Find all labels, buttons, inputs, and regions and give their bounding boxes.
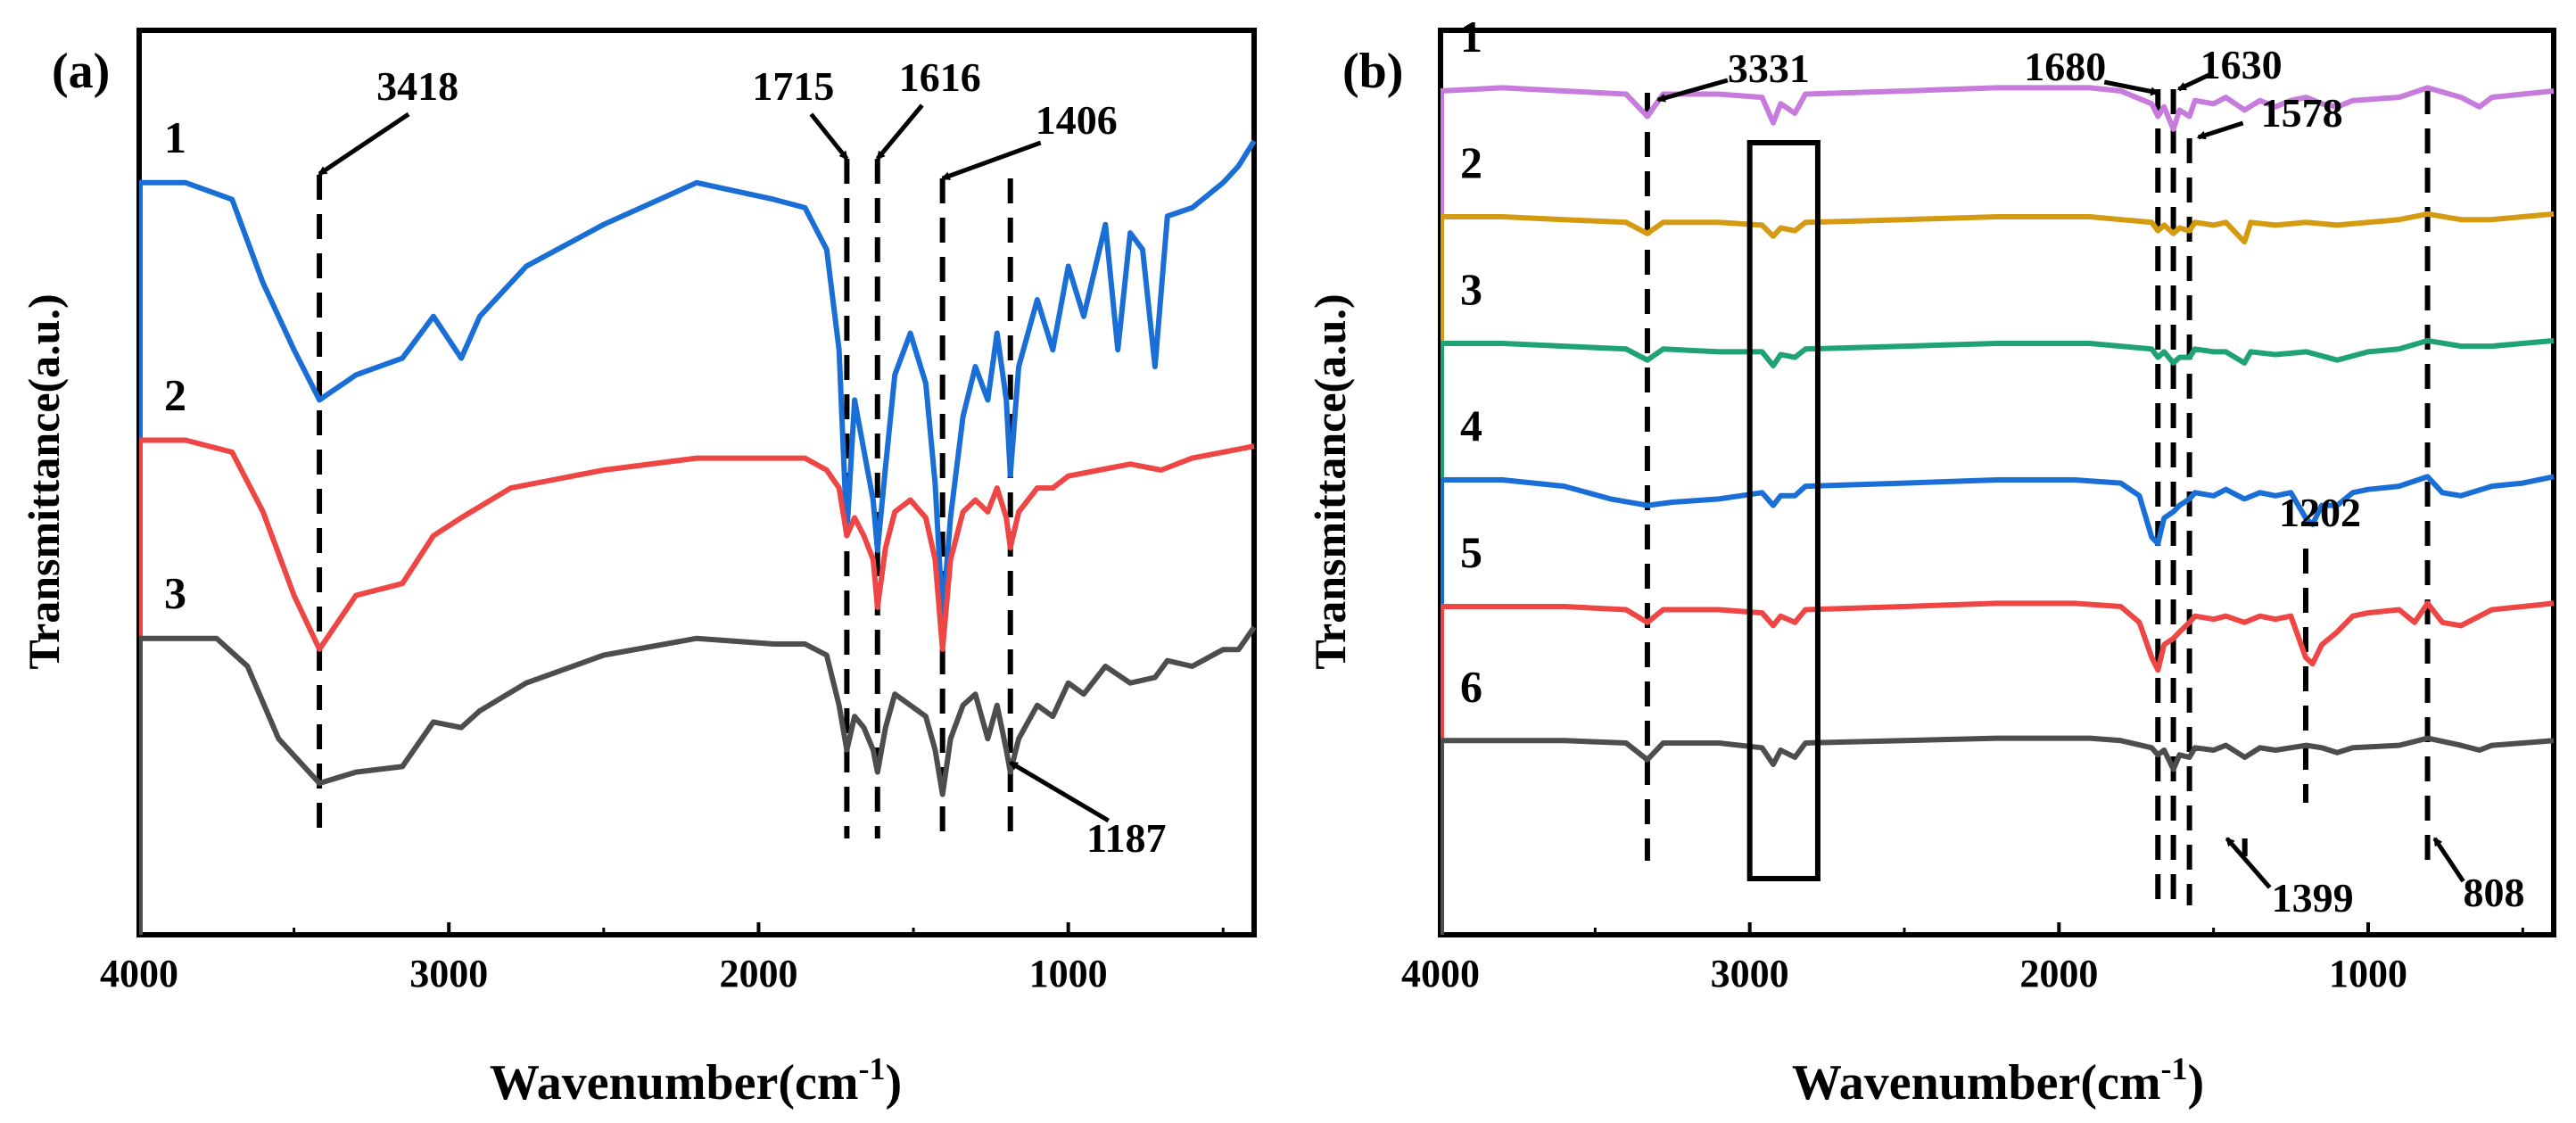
series-label-5: 5 bbox=[1460, 527, 1482, 577]
peak-arrow bbox=[875, 103, 924, 161]
x-tick-label: 2000 bbox=[2019, 952, 2098, 995]
x-tick-label: 3000 bbox=[1711, 952, 1789, 995]
x-tick-label: 4000 bbox=[1401, 952, 1480, 995]
peak-label: 1630 bbox=[2200, 42, 2283, 87]
series-label-3: 3 bbox=[1460, 264, 1482, 314]
peak-label: 1578 bbox=[2261, 90, 2343, 136]
series-line-6 bbox=[1441, 735, 2555, 772]
peak-arrow bbox=[2225, 837, 2272, 889]
x-tick-label: 4000 bbox=[100, 952, 178, 995]
x-axis-label-end: ) bbox=[2188, 1055, 2205, 1111]
peak-arrow bbox=[2432, 837, 2465, 883]
peak-arrow bbox=[2103, 79, 2160, 96]
x-axis-label-main: Wavenumber(cm bbox=[1792, 1055, 2161, 1111]
x-axis-label: Wavenumber(cm-1) bbox=[490, 1051, 902, 1111]
peak-arrow bbox=[1009, 760, 1110, 823]
x-tick-label: 1000 bbox=[2329, 952, 2407, 995]
panel-label: (a) bbox=[52, 44, 110, 99]
series-label-3: 3 bbox=[164, 568, 186, 618]
plot-frame bbox=[136, 28, 1257, 937]
peak-label: 1202 bbox=[2279, 490, 2361, 535]
peak-arrow bbox=[1655, 78, 1729, 103]
x-axis-label-sup: -1 bbox=[859, 1051, 886, 1086]
series-line-5 bbox=[1441, 600, 2555, 673]
series-line-4 bbox=[1441, 474, 2555, 547]
series-line-3 bbox=[139, 625, 1257, 797]
peak-label: 808 bbox=[2464, 870, 2525, 915]
x-axis-label-main: Wavenumber(cm bbox=[490, 1055, 859, 1111]
panel-b: 4000 3000 2000 1000 (b) Transmittance(a.u.) Wa… bbox=[1305, 12, 2556, 1111]
x-axis-label-sup: -1 bbox=[2161, 1051, 2188, 1086]
series-label-2: 2 bbox=[164, 370, 186, 420]
peak-label: 1680 bbox=[2024, 44, 2106, 89]
peak-arrow bbox=[940, 140, 1042, 181]
series-label-1: 1 bbox=[164, 112, 186, 162]
series-label-1: 1 bbox=[1460, 12, 1482, 62]
peak-label: 3331 bbox=[1728, 45, 1810, 91]
series-line-1 bbox=[1440, 85, 2555, 132]
x-tick-label: 1000 bbox=[1029, 952, 1108, 995]
peak-label: 1715 bbox=[752, 63, 834, 109]
series-line-1 bbox=[139, 139, 1257, 620]
peak-label: 1616 bbox=[899, 54, 981, 100]
peak-label: 3418 bbox=[376, 63, 458, 109]
x-axis-label-end: ) bbox=[886, 1055, 903, 1111]
peak-arrow bbox=[318, 111, 410, 177]
peak-label: 1187 bbox=[1086, 815, 1166, 861]
peak-label: 1399 bbox=[2272, 875, 2354, 921]
panel-label: (b) bbox=[1342, 44, 1403, 99]
y-axis-label: Transmittance(a.u.) bbox=[1305, 293, 1355, 669]
peak-arrow bbox=[2196, 120, 2244, 140]
panel-a: 4000 3000 2000 1000 (a) Transmittance(a.u.) Wa… bbox=[19, 28, 1257, 1111]
series-line-2 bbox=[1441, 211, 2555, 245]
y-axis-label: Transmittance(a.u.) bbox=[19, 293, 69, 669]
peak-arrow bbox=[2176, 72, 2210, 92]
x-tick-label: 2000 bbox=[719, 952, 797, 995]
series-label-4: 4 bbox=[1460, 400, 1482, 450]
series-line-2 bbox=[139, 437, 1255, 652]
x-axis-label: Wavenumber(cm-1) bbox=[1792, 1051, 2204, 1111]
peak-arrow bbox=[809, 112, 849, 161]
x-tick-label: 3000 bbox=[409, 952, 488, 995]
highlight-box bbox=[1746, 140, 1821, 881]
peak-label: 1406 bbox=[1036, 97, 1118, 143]
series-label-6: 6 bbox=[1460, 661, 1482, 711]
series-line-3 bbox=[1441, 337, 2555, 368]
series-label-2: 2 bbox=[1460, 137, 1482, 187]
